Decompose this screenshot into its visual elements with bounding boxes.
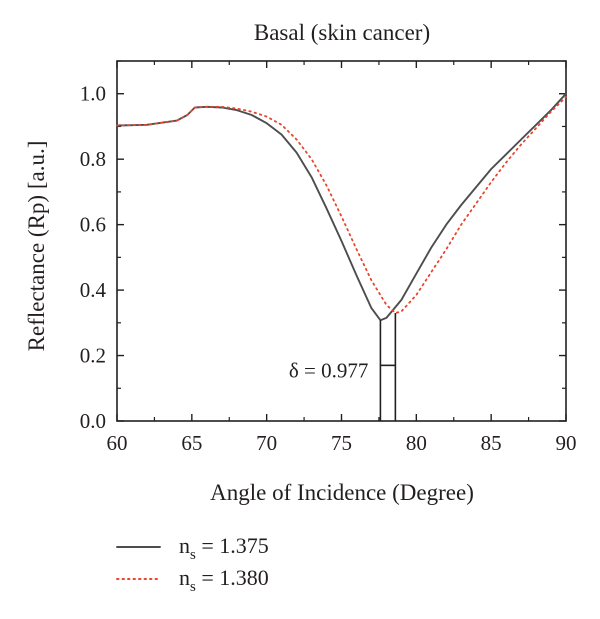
y-axis-title: Reflectance (Rp) [a.u.] [24,141,49,352]
series-line-1 [116,92,567,322]
x-tick-label: 80 [406,431,427,455]
x-tick-label: 65 [181,431,202,455]
chart-title: Basal (skin cancer) [254,20,430,45]
y-tick-label: 0.4 [80,278,107,302]
x-tick-label: 60 [107,431,128,455]
x-tick-label: 90 [556,431,577,455]
y-tick-label: 0.6 [80,213,106,237]
x-axis-title: Angle of Incidence (Degree) [210,480,474,505]
y-tick-label: 1.0 [80,82,106,106]
y-tick-label: 0.8 [80,147,106,171]
x-tick-label: 70 [256,431,277,455]
y-tick-label: 0.2 [80,344,106,368]
axis-ticks: 60 65 70 75 80 85 90 0.0 0.2 0.4 0.6 0.8 1.0 [80,60,577,455]
series-line-2 [116,96,567,314]
delta-annotation: δ = 0.977 [289,313,397,421]
x-tick-label: 75 [331,431,352,455]
x-tick-label: 85 [481,431,502,455]
delta-label: δ = 0.977 [289,358,369,382]
series-lines [116,92,567,322]
y-tick-label: 0.0 [80,409,106,433]
legend-label-2: ns = 1.380 [179,565,269,595]
legend-label-1: ns = 1.375 [179,533,269,563]
